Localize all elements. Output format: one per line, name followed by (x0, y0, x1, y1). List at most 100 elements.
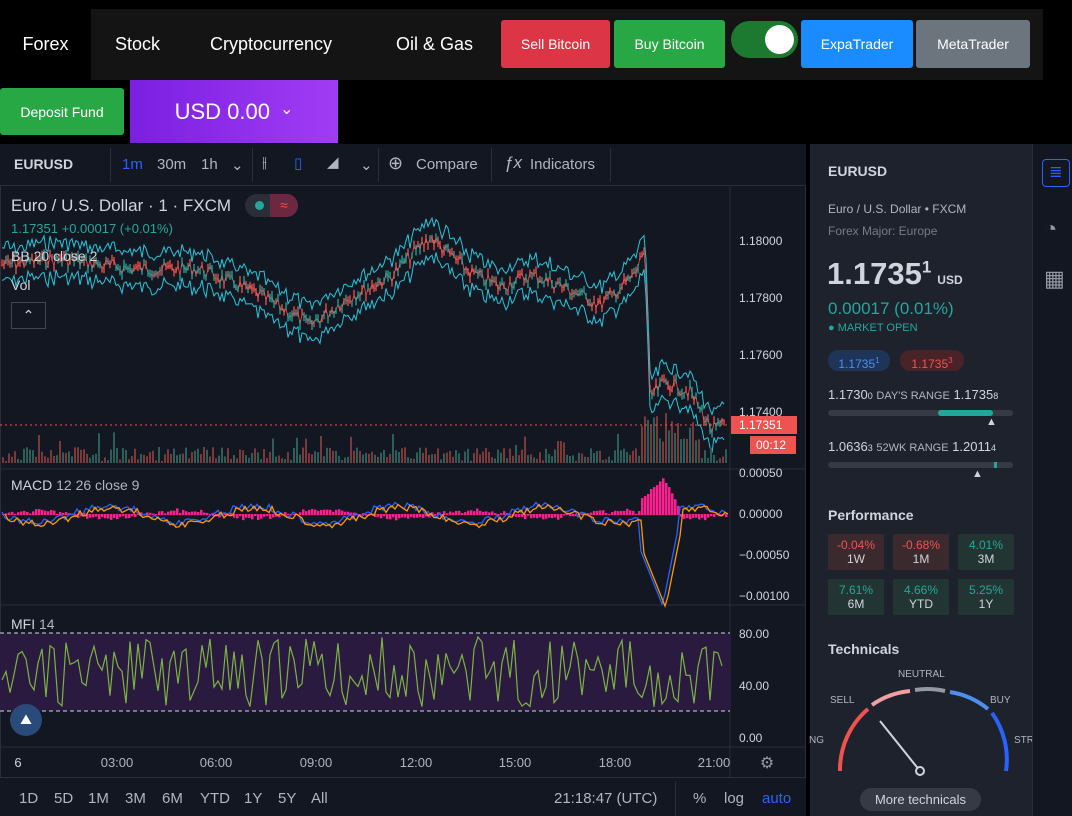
indicators-button[interactable]: Indicators (530, 156, 596, 173)
macd-histogram-bar (299, 512, 302, 515)
range-ytd[interactable]: YTD (200, 790, 230, 807)
sell-bitcoin-button[interactable]: Sell Bitcoin (501, 20, 610, 68)
macd-histogram-bar (62, 512, 65, 515)
metatrader-button[interactable]: MetaTrader (916, 20, 1030, 68)
volume-bar (491, 457, 493, 463)
balance-dropdown[interactable]: USD 0.00 ⌄ (130, 80, 338, 143)
macd-histogram-bar (302, 509, 305, 515)
more-technicals-button[interactable]: More technicals (860, 788, 981, 811)
tradingview-logo-icon[interactable]: ⛰ (10, 704, 42, 736)
plus-circle-icon[interactable]: ⊕ (388, 153, 404, 173)
macd-histogram-bar (38, 509, 41, 515)
macd-histogram-bar (104, 514, 107, 519)
macd-histogram-bar (713, 514, 716, 517)
macd-histogram-bar (56, 514, 59, 516)
interval-1h[interactable]: 1h (201, 156, 218, 173)
volume-bar (29, 449, 31, 463)
macd-histogram-bar (506, 512, 509, 515)
volume-bar (44, 456, 46, 463)
range-1d[interactable]: 1D (19, 790, 39, 807)
legend-toggle[interactable]: ≈ (245, 194, 298, 217)
volume-bar (56, 455, 58, 463)
buy-bitcoin-button[interactable]: Buy Bitcoin (614, 20, 725, 68)
bar-style-icon[interactable]: ⫲ (262, 154, 267, 171)
volume-bar (488, 451, 490, 463)
macd-histogram-bar (485, 511, 488, 515)
fx-icon: ƒx (504, 153, 522, 172)
volume-bar (644, 416, 646, 463)
volume-bar (584, 456, 586, 463)
deposit-fund-button[interactable]: Deposit Fund (0, 88, 124, 135)
macd-histogram-bar (173, 510, 176, 515)
range-3m[interactable]: 3M (125, 790, 146, 807)
perf-cell-ytd: 4.66% YTD (893, 579, 949, 615)
volume-bar (674, 432, 676, 463)
range-6m[interactable]: 6M (162, 790, 183, 807)
volume-bar (251, 452, 253, 463)
volume-bar (686, 438, 688, 463)
range-1m[interactable]: 1M (88, 790, 109, 807)
macd-histogram-bar (293, 513, 296, 515)
macd-histogram-bar (317, 510, 320, 515)
compare-button[interactable]: Compare (416, 156, 478, 173)
nav-stock[interactable]: Stock (115, 34, 161, 54)
volume-bar (626, 452, 628, 463)
volume-bar (263, 449, 265, 463)
range-5y[interactable]: 5Y (278, 790, 297, 807)
theme-toggle[interactable] (731, 21, 798, 58)
macd-histogram-bar (389, 514, 392, 520)
candle-style-icon[interactable]: ▯ (294, 155, 303, 172)
auto-scale-toggle[interactable]: auto (762, 790, 792, 807)
volume-bar (47, 457, 49, 463)
macd-histogram-bar (242, 514, 245, 521)
symbol-search[interactable]: EURUSD (14, 156, 74, 172)
percent-scale-toggle[interactable]: % (693, 790, 707, 807)
time-tick-label: 21:00 (698, 755, 731, 770)
toggle-knob (765, 25, 794, 54)
volume-bar (260, 459, 262, 463)
interval-30m[interactable]: 30m (157, 156, 187, 173)
macd-histogram-bar (725, 514, 728, 518)
volume-bar (83, 449, 85, 463)
nav-oil-gas[interactable]: Oil & Gas (396, 34, 474, 54)
volume-bar (536, 458, 538, 463)
volume-bar (386, 456, 388, 463)
clock-icon[interactable]: ◔ (1044, 216, 1058, 241)
price-tick-label: 1.17400 (739, 405, 783, 419)
volume-bar (131, 456, 133, 463)
nav-cryptocurrency[interactable]: Cryptocurrency (210, 34, 333, 54)
volume-bar (23, 448, 25, 463)
utc-clock[interactable]: 21:18:47 (UTC) (554, 790, 658, 807)
volume-bar (122, 448, 124, 463)
time-tick-label: 18:00 (599, 755, 632, 770)
volume-bar (575, 460, 577, 463)
volume-bar (719, 458, 721, 463)
volume-bar (125, 449, 127, 463)
settings-gear-icon[interactable]: ⚙ (760, 755, 774, 772)
volume-bar (137, 459, 139, 463)
macd-histogram-bar (398, 514, 401, 519)
volume-bar (128, 459, 130, 463)
range-5d[interactable]: 5D (54, 790, 74, 807)
interval-1m[interactable]: 1m (122, 156, 143, 173)
volume-bar (209, 456, 211, 463)
volume-bar (341, 459, 343, 463)
expatrader-button[interactable]: ExpaTrader (801, 20, 913, 68)
range-1y[interactable]: 1Y (244, 790, 263, 807)
log-scale-toggle[interactable]: log (724, 790, 745, 807)
macd-histogram-bar (278, 514, 281, 518)
collapse-legend-button[interactable]: ⌃ (11, 302, 46, 329)
last-price-tag (731, 416, 797, 434)
volume-bar (218, 455, 220, 463)
price-tick-label: 1.17800 (739, 291, 783, 305)
nav-forex[interactable]: Forex (0, 9, 91, 80)
range-all[interactable]: All (311, 790, 328, 807)
volume-bar (293, 447, 295, 463)
chevron-down-icon[interactable]: ⌄ (360, 157, 373, 174)
chevron-down-icon[interactable]: ⌄ (231, 157, 244, 174)
watchlist-icon[interactable]: ≣ (1042, 159, 1070, 187)
calendar-icon[interactable]: ▦ (1044, 266, 1065, 291)
area-style-icon[interactable]: ◢ (327, 154, 339, 171)
macd-legend: MACD 12 26 close 9 (11, 477, 140, 493)
